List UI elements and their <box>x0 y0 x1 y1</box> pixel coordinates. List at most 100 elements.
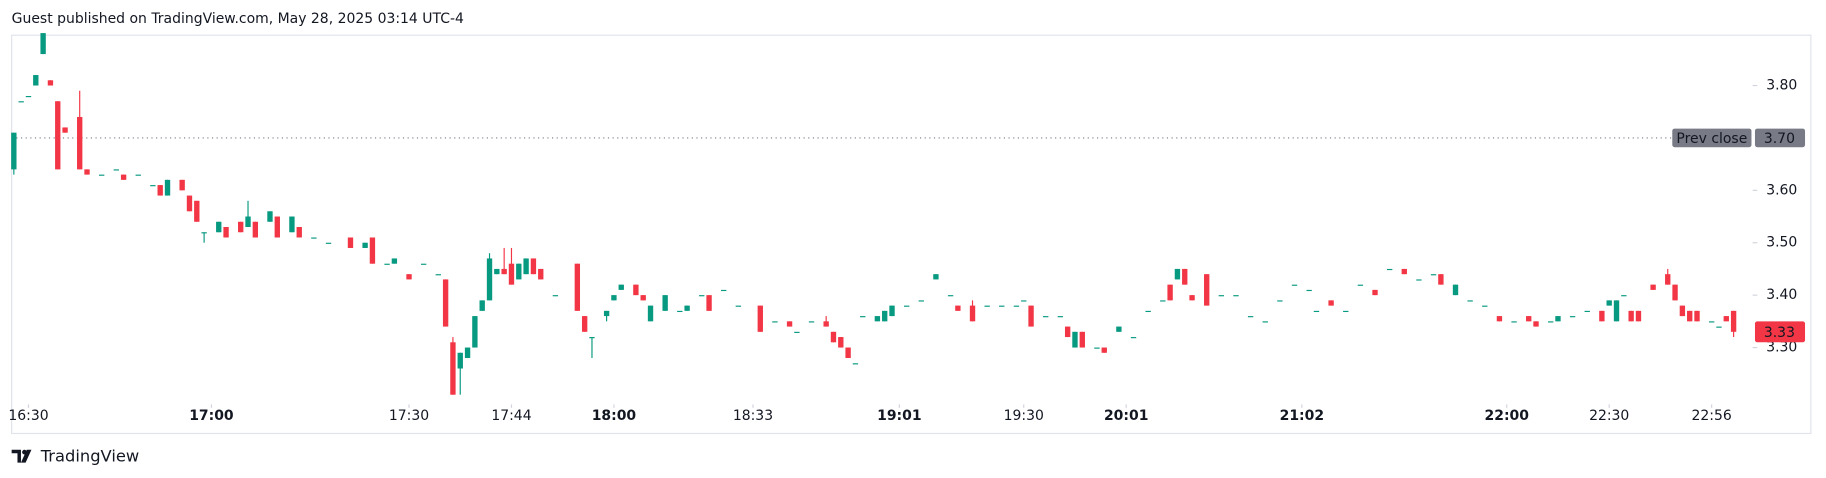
candle-body <box>120 174 127 180</box>
candle-body <box>1650 284 1656 290</box>
candle-body <box>1467 300 1473 302</box>
candle-body <box>252 221 259 238</box>
chart-frame <box>11 34 1812 435</box>
candle-body <box>984 305 990 307</box>
last-price-badge <box>1754 321 1806 343</box>
candle-body <box>1160 300 1166 302</box>
candle-body <box>150 185 156 187</box>
candle-body <box>882 310 888 322</box>
candle-body <box>216 221 222 233</box>
candle-body <box>1665 274 1671 285</box>
candle-body <box>1679 305 1686 317</box>
candle-body <box>1167 284 1173 301</box>
x-tick-label: 19:30 <box>1004 408 1044 424</box>
candle-body <box>362 242 368 248</box>
candle-body <box>113 169 119 171</box>
candle-body <box>501 268 507 275</box>
candle-body <box>889 305 895 317</box>
x-tick-label: 21:02 <box>1280 408 1324 424</box>
candle-body <box>347 237 354 248</box>
candle-body <box>1021 300 1027 302</box>
candle-body <box>274 216 280 238</box>
candle-body <box>1599 310 1605 322</box>
candle-body <box>640 295 646 301</box>
candle-body <box>1533 321 1539 327</box>
candle-body <box>186 195 193 212</box>
candle-body <box>633 284 639 296</box>
candle-body <box>1584 310 1590 313</box>
candle-body <box>194 200 200 222</box>
candle-body <box>40 33 46 55</box>
candle-body <box>325 242 332 244</box>
candle-body <box>808 321 815 323</box>
candle-body <box>1496 316 1503 322</box>
candle-body <box>999 305 1005 307</box>
x-tick-label: 17:00 <box>189 408 234 424</box>
x-tick-label: 22:00 <box>1485 408 1530 424</box>
candle-body <box>406 274 412 280</box>
candle-body <box>289 216 295 233</box>
candle-body <box>1306 289 1312 292</box>
candle-body <box>794 331 800 333</box>
candle-body <box>1277 300 1283 302</box>
candle-body <box>1672 284 1678 301</box>
candle-body <box>684 305 690 311</box>
candle-body <box>1247 316 1254 318</box>
candle-body <box>838 337 844 348</box>
candle-body <box>1313 310 1320 313</box>
candle-body <box>1635 310 1642 322</box>
candle-body <box>1547 321 1554 323</box>
candle-body <box>1723 316 1729 322</box>
x-tick-label: 16:30 <box>8 408 48 424</box>
candle-body <box>1094 347 1100 349</box>
candle-body <box>164 179 171 196</box>
candle-body <box>420 263 427 265</box>
candle-body <box>699 295 705 297</box>
candle-body <box>516 263 522 280</box>
candle-body <box>311 237 317 239</box>
candle-body <box>450 342 456 395</box>
y-tick-label: 3.40 <box>1766 287 1797 303</box>
candle-body <box>933 274 939 280</box>
x-tick-label: 18:33 <box>733 408 773 424</box>
candle-body <box>1511 321 1517 323</box>
candle-body <box>1401 268 1407 275</box>
prev-close-value-badge <box>1754 128 1806 148</box>
candle-body <box>1079 331 1085 348</box>
last-price-label: 3.33 <box>1764 325 1795 341</box>
candle-body <box>1182 268 1188 285</box>
candle-body <box>903 305 910 307</box>
candle-body <box>1189 295 1195 301</box>
candle-body <box>1233 295 1239 297</box>
candle-body <box>1430 274 1437 276</box>
candle-body <box>1438 274 1444 285</box>
candle-body <box>1526 316 1532 322</box>
candle-body <box>1043 316 1049 318</box>
candle-body <box>618 284 624 290</box>
candle-body <box>823 321 829 327</box>
candle-body <box>157 185 163 196</box>
candle-body <box>757 305 763 332</box>
candle-body <box>1072 331 1078 348</box>
candle-body <box>1716 326 1722 328</box>
candle-body <box>33 75 39 86</box>
candle-body <box>98 174 105 176</box>
candle-body <box>267 211 273 222</box>
candle-body <box>1262 321 1268 323</box>
candle-body <box>1708 321 1715 323</box>
x-tick-label: 22:30 <box>1589 408 1629 424</box>
candle-body <box>1386 268 1393 271</box>
candle-body <box>245 216 251 228</box>
candle-body <box>845 347 851 359</box>
candle-body <box>135 174 141 176</box>
candle-body <box>647 305 654 322</box>
candle-body <box>1372 289 1378 296</box>
candle-body <box>369 237 376 264</box>
x-tick-label: 20:01 <box>1104 408 1148 424</box>
candle-body <box>1174 268 1181 280</box>
x-tick-label: 19:01 <box>877 408 921 424</box>
candle-body <box>486 258 493 301</box>
x-tick-label: 18:00 <box>592 408 637 424</box>
candle-body <box>721 289 727 292</box>
candle-body <box>391 258 398 264</box>
